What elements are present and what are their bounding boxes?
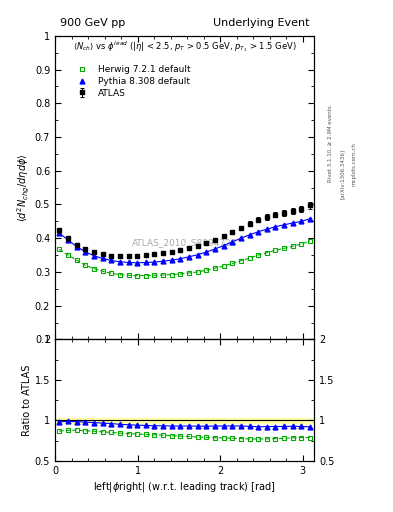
Herwig 7.2.1 default bbox=[100, 268, 105, 274]
Pythia 8.308 default bbox=[169, 257, 174, 263]
Pythia 8.308 default bbox=[239, 235, 243, 241]
Herwig 7.2.1 default bbox=[178, 271, 183, 277]
Pythia 8.308 default bbox=[161, 258, 165, 264]
Pythia 8.308 default bbox=[195, 252, 200, 258]
Herwig 7.2.1 default bbox=[66, 252, 70, 258]
Herwig 7.2.1 default bbox=[221, 263, 226, 269]
Pythia 8.308 default bbox=[109, 258, 114, 264]
Herwig 7.2.1 default bbox=[143, 272, 148, 279]
Herwig 7.2.1 default bbox=[256, 252, 261, 258]
Text: ATLAS_2010_S8894728: ATLAS_2010_S8894728 bbox=[132, 238, 237, 247]
Herwig 7.2.1 default bbox=[109, 270, 114, 276]
Herwig 7.2.1 default bbox=[135, 272, 140, 279]
Herwig 7.2.1 default bbox=[83, 262, 88, 268]
Pythia 8.308 default bbox=[247, 232, 252, 238]
Text: $\langle N_{ch} \rangle$ vs $\phi^{lead}$ (|$\eta$| < 2.5, $p_T$ > 0.5 GeV, $p_{: $\langle N_{ch} \rangle$ vs $\phi^{lead}… bbox=[73, 39, 297, 54]
Pythia 8.308 default bbox=[230, 239, 235, 245]
Herwig 7.2.1 default bbox=[118, 271, 122, 278]
Text: Rivet 3.1.10, ≥ 2.9M events: Rivet 3.1.10, ≥ 2.9M events bbox=[328, 105, 333, 182]
Herwig 7.2.1 default bbox=[152, 272, 157, 279]
Y-axis label: Ratio to ATLAS: Ratio to ATLAS bbox=[22, 365, 32, 436]
Pythia 8.308 default bbox=[282, 222, 286, 228]
Pythia 8.308 default bbox=[92, 252, 96, 259]
Herwig 7.2.1 default bbox=[273, 247, 278, 253]
Pythia 8.308 default bbox=[135, 260, 140, 266]
Pythia 8.308 default bbox=[178, 255, 183, 262]
Text: Underlying Event: Underlying Event bbox=[213, 18, 309, 28]
Pythia 8.308 default bbox=[213, 246, 217, 252]
Pythia 8.308 default bbox=[308, 216, 312, 222]
Herwig 7.2.1 default bbox=[126, 272, 131, 279]
Text: [arXiv:1306.3436]: [arXiv:1306.3436] bbox=[340, 149, 345, 199]
Line: Pythia 8.308 default: Pythia 8.308 default bbox=[57, 216, 312, 265]
Pythia 8.308 default bbox=[256, 229, 261, 235]
Pythia 8.308 default bbox=[118, 259, 122, 265]
Bar bbox=[55, 418, 314, 423]
Pythia 8.308 default bbox=[74, 244, 79, 250]
Pythia 8.308 default bbox=[221, 243, 226, 249]
Herwig 7.2.1 default bbox=[161, 272, 165, 278]
Herwig 7.2.1 default bbox=[264, 250, 269, 256]
Herwig 7.2.1 default bbox=[239, 258, 243, 264]
Herwig 7.2.1 default bbox=[282, 245, 286, 251]
Pythia 8.308 default bbox=[264, 226, 269, 232]
Text: 900 GeV pp: 900 GeV pp bbox=[60, 18, 125, 28]
Pythia 8.308 default bbox=[204, 249, 209, 255]
Y-axis label: $\langle d^2 N_{chg}/d\eta d\phi \rangle$: $\langle d^2 N_{chg}/d\eta d\phi \rangle… bbox=[16, 153, 32, 222]
X-axis label: left|$\phi$right| (w.r.t. leading track) [rad]: left|$\phi$right| (w.r.t. leading track)… bbox=[93, 480, 276, 494]
Herwig 7.2.1 default bbox=[230, 261, 235, 267]
Herwig 7.2.1 default bbox=[92, 266, 96, 272]
Herwig 7.2.1 default bbox=[187, 270, 191, 276]
Pythia 8.308 default bbox=[83, 249, 88, 255]
Herwig 7.2.1 default bbox=[213, 265, 217, 271]
Legend: Herwig 7.2.1 default, Pythia 8.308 default, ATLAS: Herwig 7.2.1 default, Pythia 8.308 defau… bbox=[67, 61, 194, 101]
Herwig 7.2.1 default bbox=[308, 238, 312, 244]
Pythia 8.308 default bbox=[66, 237, 70, 243]
Herwig 7.2.1 default bbox=[290, 243, 295, 249]
Pythia 8.308 default bbox=[143, 260, 148, 266]
Herwig 7.2.1 default bbox=[57, 246, 62, 252]
Pythia 8.308 default bbox=[187, 253, 191, 260]
Pythia 8.308 default bbox=[299, 218, 304, 224]
Herwig 7.2.1 default bbox=[299, 241, 304, 247]
Pythia 8.308 default bbox=[100, 255, 105, 262]
Pythia 8.308 default bbox=[126, 260, 131, 266]
Pythia 8.308 default bbox=[290, 220, 295, 226]
Herwig 7.2.1 default bbox=[169, 271, 174, 278]
Pythia 8.308 default bbox=[57, 230, 62, 236]
Pythia 8.308 default bbox=[152, 259, 157, 265]
Herwig 7.2.1 default bbox=[247, 255, 252, 261]
Line: Herwig 7.2.1 default: Herwig 7.2.1 default bbox=[57, 239, 312, 278]
Herwig 7.2.1 default bbox=[195, 269, 200, 275]
Herwig 7.2.1 default bbox=[74, 257, 79, 263]
Herwig 7.2.1 default bbox=[204, 267, 209, 273]
Pythia 8.308 default bbox=[273, 224, 278, 230]
Text: mcplots.cern.ch: mcplots.cern.ch bbox=[352, 142, 357, 186]
